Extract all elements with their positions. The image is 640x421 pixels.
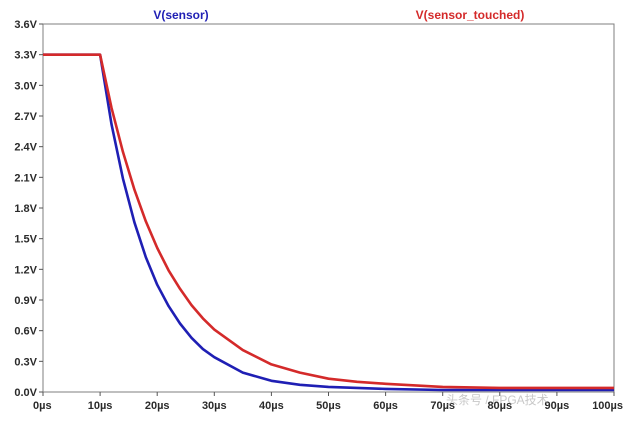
x-tick-label: 20µs xyxy=(145,400,170,412)
y-tick-label: 0.6V xyxy=(14,326,37,338)
y-tick-label: 1.5V xyxy=(14,234,37,246)
x-tick-label: 0µs xyxy=(33,400,52,412)
x-tick-label: 40µs xyxy=(259,400,284,412)
x-tick-label: 60µs xyxy=(373,400,398,412)
x-axis-tick-labels: 0µs 10µs 20µs 30µs 40µs 50µs 60µs 70µs 80µs 90µs 1… xyxy=(33,400,623,412)
x-tick-label: 100µs xyxy=(592,400,623,412)
y-axis-ticks xyxy=(39,23,43,393)
series-line-v-sensor xyxy=(43,53,614,392)
x-axis-ticks xyxy=(42,392,615,396)
y-tick-label: 3.6V xyxy=(14,19,37,31)
series-lines xyxy=(43,53,614,392)
y-tick-label: 3.3V xyxy=(14,50,37,62)
legend-v-sensor: V(sensor) xyxy=(153,8,208,22)
y-tick-label: 1.2V xyxy=(14,264,37,276)
y-tick-label: 2.4V xyxy=(14,142,37,154)
x-tick-label: 50µs xyxy=(316,400,341,412)
x-tick-label: 10µs xyxy=(88,400,113,412)
plot-background xyxy=(42,23,615,393)
watermark: 头条号 / FPGA技术 xyxy=(446,393,549,407)
y-tick-label: 3.0V xyxy=(14,80,37,92)
x-tick-label: 70µs xyxy=(430,400,455,412)
y-tick-label: 0.0V xyxy=(14,387,37,399)
series-line-v-sensor-touched xyxy=(43,53,614,390)
x-tick-label: 90µs xyxy=(545,400,570,412)
x-tick-label: 80µs xyxy=(487,400,512,412)
y-tick-label: 0.3V xyxy=(14,356,37,368)
x-tick-label: 30µs xyxy=(202,400,227,412)
y-tick-label: 2.7V xyxy=(14,111,37,123)
y-tick-label: 1.8V xyxy=(14,203,37,215)
legend-v-sensor-touched: V(sensor_touched) xyxy=(416,8,525,22)
y-tick-label: 0.9V xyxy=(14,295,37,307)
y-axis-tick-labels: 0.0V 0.3V 0.6V 0.9V 1.2V 1.5V 1.8V 2.1V 2.4V 2.7V… xyxy=(14,19,37,399)
y-tick-label: 2.1V xyxy=(14,172,37,184)
